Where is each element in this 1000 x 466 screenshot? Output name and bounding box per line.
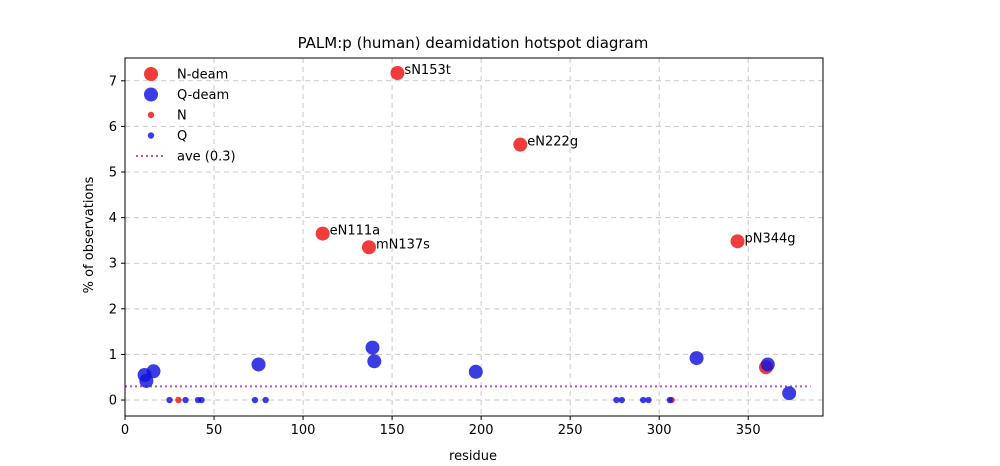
legend-marker-q: [147, 132, 155, 139]
data-point-q-deam: [760, 357, 775, 372]
y-tick-label: 2: [109, 302, 117, 317]
data-point-n: [175, 396, 182, 404]
legend-label: ave (0.3): [177, 150, 236, 165]
grid: [125, 58, 823, 416]
legend-label: N-deam: [177, 68, 228, 83]
data-point-q-deam: [139, 373, 154, 388]
chart-title: PALM:p (human) deamidation hotspot diagr…: [298, 34, 649, 52]
data-point-q-deam: [251, 357, 266, 372]
x-tick-label: 200: [469, 423, 494, 438]
data-point-q: [166, 396, 173, 404]
data-points: [137, 66, 797, 404]
point-annotation: eN111a: [330, 224, 381, 239]
x-tick-label: 250: [558, 423, 583, 438]
data-point-q-deam: [146, 364, 161, 379]
x-tick-label: 0: [121, 423, 129, 438]
y-tick-label: 6: [109, 120, 117, 135]
point-annotation: pN344g: [745, 231, 796, 246]
y-axis-label: % of observations: [82, 176, 97, 293]
data-point-q: [645, 396, 652, 404]
legend-label: Q-deam: [177, 88, 229, 103]
data-point-q: [198, 396, 205, 404]
y-tick-label: 1: [109, 348, 117, 363]
x-tick-label: 300: [647, 423, 672, 438]
y-tick-label: 7: [109, 74, 117, 89]
legend-label: N: [177, 109, 187, 124]
x-axis-ticks: 0 50 100 150 200 250 300 350: [121, 416, 761, 438]
y-axis-ticks: 0 1 2 3 4 5 6 7: [109, 74, 125, 409]
data-point-q: [666, 396, 674, 404]
legend-label: Q: [177, 129, 187, 144]
data-point-n-deam: [361, 240, 376, 255]
data-point-q-deam: [367, 354, 382, 369]
data-point-n-deam: [315, 226, 330, 241]
data-point-q: [613, 396, 620, 404]
y-tick-label: 0: [109, 394, 117, 409]
point-annotation: eN222g: [527, 135, 578, 150]
x-tick-label: 150: [380, 423, 405, 438]
data-point-n-deam: [730, 234, 745, 249]
data-point-q-deam: [365, 340, 380, 355]
x-axis-label: residue: [449, 449, 497, 464]
legend-marker-n: [147, 111, 155, 119]
data-point-q: [618, 396, 625, 404]
y-tick-label: 3: [109, 257, 117, 272]
data-point-q-deam: [782, 386, 797, 401]
data-point-q: [251, 396, 259, 404]
point-annotation: mN137s: [376, 237, 430, 252]
x-tick-label: 50: [206, 423, 223, 438]
data-point-q: [262, 396, 269, 404]
data-point-n-deam: [513, 137, 528, 152]
data-point-q-deam: [468, 364, 483, 379]
plot-frame: [124, 57, 824, 417]
data-point-q: [639, 396, 647, 404]
legend-marker-n-deam: [144, 67, 158, 81]
point-annotation: sN153t: [404, 63, 450, 78]
data-point-n-deam: [390, 66, 405, 81]
x-tick-label: 100: [291, 423, 316, 438]
x-tick-label: 350: [736, 423, 761, 438]
y-tick-label: 5: [109, 166, 117, 181]
legend-marker-q-deam: [144, 87, 158, 102]
y-tick-label: 4: [109, 211, 117, 226]
data-point-q: [182, 396, 189, 404]
data-point-q-deam: [689, 351, 704, 366]
